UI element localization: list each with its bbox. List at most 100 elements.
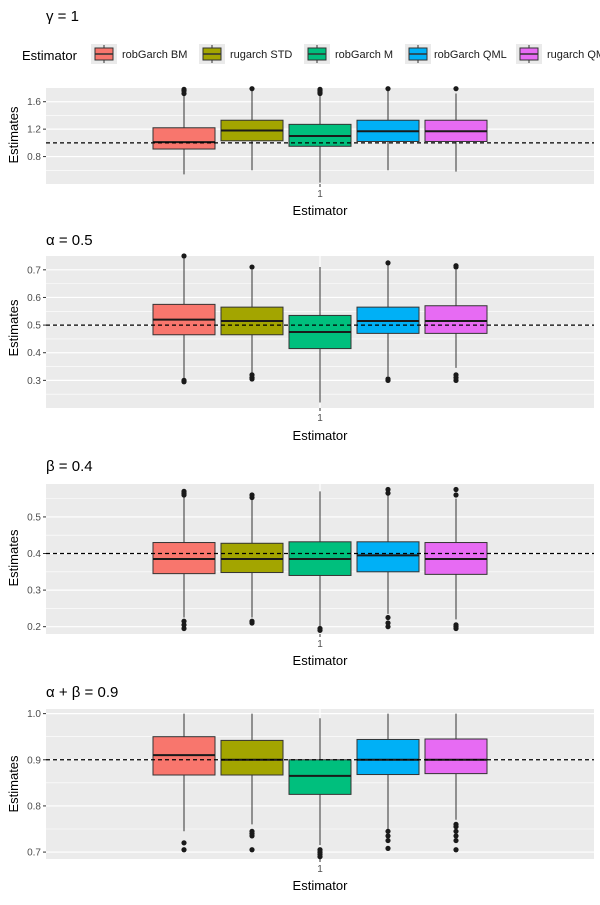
box-iqr — [220, 739, 284, 776]
box-robgarch-qml — [356, 713, 420, 851]
box-robgarch-bm — [152, 253, 216, 385]
outlier-point — [317, 625, 323, 632]
box-iqr — [424, 738, 488, 775]
legend-entry-label: robGarch M — [335, 49, 393, 61]
outlier-point — [453, 622, 459, 628]
outlier-point — [181, 840, 187, 846]
y-tick-label: 1.0 — [27, 709, 41, 720]
panel-2-x-axis-title: Estimator — [293, 428, 349, 443]
outlier-point — [385, 86, 391, 92]
outlier-point — [317, 86, 323, 92]
outlier-point — [385, 833, 391, 839]
box-rugarch-std — [220, 86, 284, 171]
box-robgarch-m — [288, 267, 352, 403]
legend-entry-label: robGarch BM — [122, 49, 187, 61]
box-robgarch-m — [288, 86, 352, 183]
outlier-point — [249, 828, 255, 834]
y-tick-label: 1.6 — [27, 97, 41, 108]
box-robgarch-qml — [356, 260, 420, 383]
outlier-point — [385, 828, 391, 834]
outlier-point — [385, 614, 391, 621]
outlier-point — [249, 372, 255, 378]
outlier-point — [181, 253, 187, 259]
panel-3-y-axis-title: Estimates — [6, 529, 21, 587]
outlier-point — [181, 488, 187, 494]
box-iqr — [356, 541, 420, 573]
legend-entry-rugarch-qml: rugarch QML — [516, 44, 600, 64]
box-robgarch-bm — [152, 713, 216, 853]
legend-title: Estimator — [22, 48, 78, 63]
outlier-point — [317, 847, 323, 853]
y-tick-label: 0.3 — [27, 376, 41, 387]
x-tick-label: 1 — [317, 189, 323, 200]
box-rugarch-qml — [424, 86, 488, 172]
panel-1: 0.8 1.2 1.6 1 — [27, 86, 594, 200]
y-tick-label: 0.7 — [27, 848, 41, 859]
legend-entry-label: rugarch QML — [547, 49, 600, 61]
outlier-point — [385, 376, 391, 382]
outlier-point — [453, 847, 459, 853]
outlier-point — [453, 372, 459, 378]
panel-4-y-axis-title: Estimates — [6, 755, 21, 813]
outlier-point — [385, 490, 391, 496]
x-tick-label: 1 — [317, 639, 323, 650]
panel-4-x-axis-title: Estimator — [293, 878, 349, 893]
outlier-point — [181, 86, 187, 92]
box-robgarch-m — [288, 491, 352, 633]
y-tick-label: 0.7 — [27, 265, 41, 276]
box-rugarch-qml — [424, 486, 488, 632]
box-iqr — [220, 542, 284, 574]
outlier-point — [385, 624, 391, 630]
outlier-point — [249, 847, 255, 853]
outlier-point — [385, 486, 391, 493]
outlier-point — [181, 625, 187, 632]
x-tick-label: 1 — [317, 864, 323, 875]
outlier-point — [385, 845, 391, 851]
outlier-point — [181, 622, 187, 628]
panel-3-x-axis-title: Estimator — [293, 653, 349, 668]
panels: 0.81.21.610.30.40.50.60.710.20.30.40.510… — [27, 86, 594, 875]
box-robgarch-qml — [356, 86, 420, 171]
x-tick-label: 1 — [317, 413, 323, 424]
panel-1-x-axis-title: Estimator — [293, 203, 349, 218]
outlier-point — [453, 828, 459, 834]
y-tick-label: 0.8 — [27, 801, 41, 812]
panel-4-title: α + β = 0.9 — [46, 684, 118, 701]
panel-3: 0.2 0.3 0.4 0.5 1 — [27, 484, 594, 650]
legend-entry-label: robGarch QML — [434, 49, 507, 61]
box-robgarch-qml — [356, 486, 420, 630]
panel-4: 0.7 0.8 0.9 1.0 1 — [27, 709, 594, 875]
legend-entry-label: rugarch STD — [230, 49, 292, 61]
panel-1-y-axis-title: Estimates — [6, 106, 21, 164]
outlier-point — [249, 618, 255, 624]
y-tick-label: 0.8 — [27, 152, 41, 163]
box-rugarch-std — [220, 492, 284, 626]
outlier-point — [453, 833, 459, 839]
panel-2: 0.3 0.4 0.5 0.6 0.7 1 — [27, 253, 594, 424]
y-tick-label: 0.4 — [27, 348, 41, 359]
outlier-point — [249, 86, 255, 92]
y-tick-label: 0.3 — [27, 586, 41, 597]
legend-entry-rugarch-std: rugarch STD — [199, 44, 292, 64]
panel-2-y-axis-title: Estimates — [6, 299, 21, 357]
box-rugarch-std — [220, 713, 284, 853]
legend-entry-robgarch-bm: robGarch BM — [91, 44, 187, 64]
outlier-point — [385, 620, 391, 626]
y-tick-label: 0.5 — [27, 512, 41, 523]
box-rugarch-std — [220, 264, 284, 382]
outlier-point — [385, 260, 391, 266]
box-robgarch-bm — [152, 488, 216, 632]
legend: Estimator robGarch BM rugarch STD — [22, 44, 600, 64]
outlier-point — [181, 618, 187, 624]
legend-entry-robgarch-m: robGarch M — [304, 44, 393, 64]
y-tick-label: 0.5 — [27, 321, 41, 332]
y-tick-label: 0.2 — [27, 622, 41, 633]
panel-3-title: β = 0.4 — [46, 458, 93, 475]
y-tick-label: 0.9 — [27, 755, 41, 766]
outlier-point — [249, 492, 255, 498]
outlier-point — [453, 486, 459, 493]
panel-1-title: γ = 1 — [46, 8, 79, 25]
outlier-point — [453, 86, 459, 92]
outlier-point — [249, 264, 255, 270]
